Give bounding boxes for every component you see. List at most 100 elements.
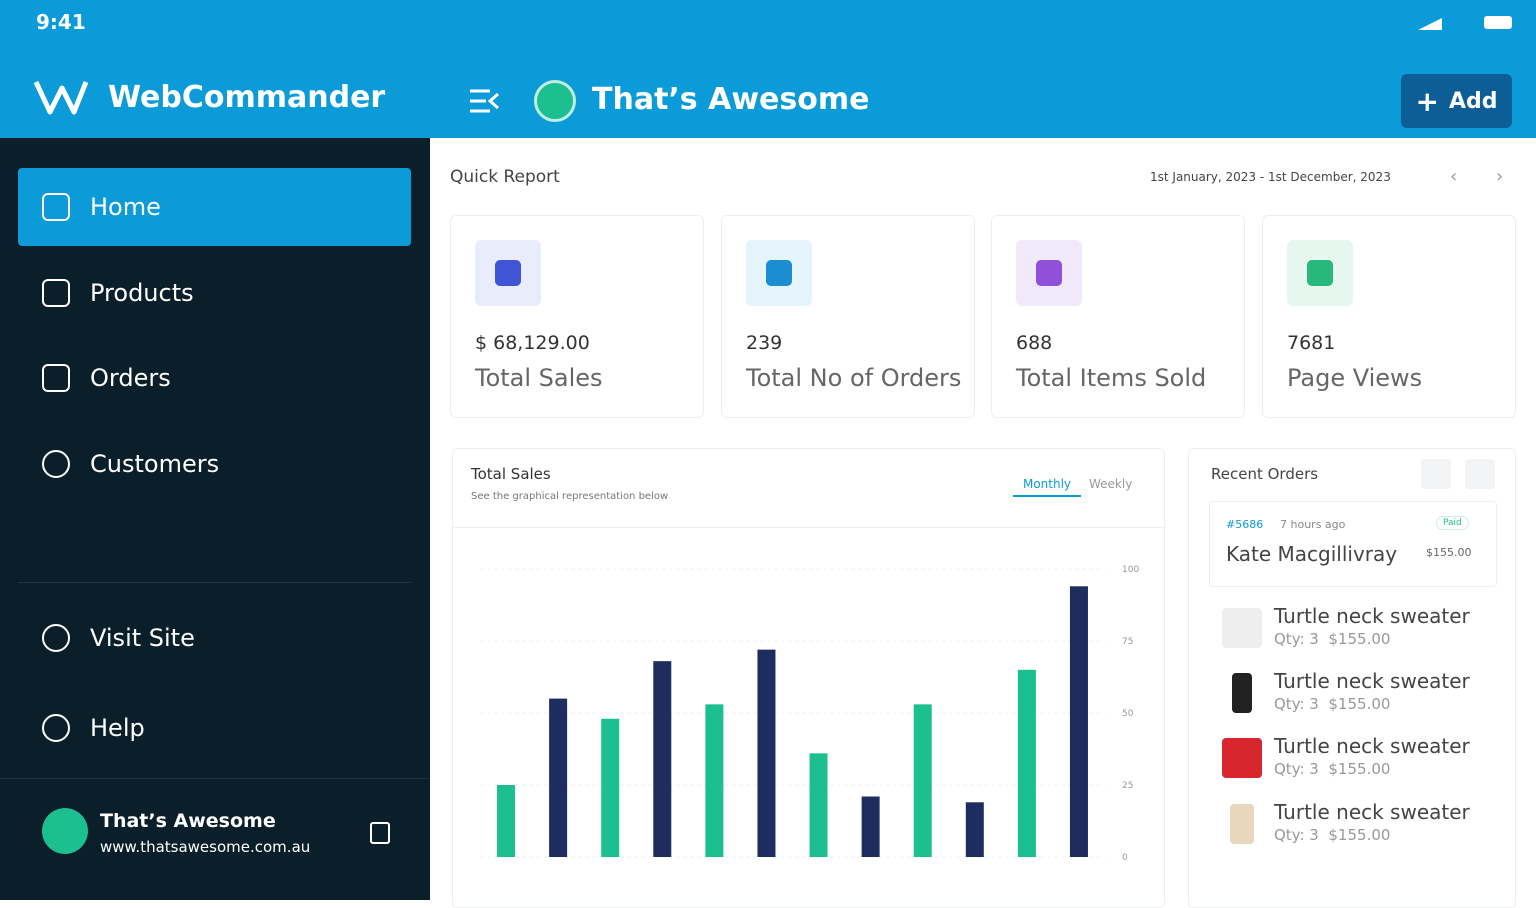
card-value: 7681 bbox=[1287, 332, 1336, 354]
nav-label: Help bbox=[90, 714, 145, 742]
nav-item[interactable]: Customers bbox=[18, 425, 411, 503]
stat-card: 239 Total No of Orders bbox=[721, 215, 975, 418]
order-total: $155.00 bbox=[1426, 546, 1472, 559]
order-item: Turtle neck sweater Qty: 3 $155.00 bbox=[1222, 794, 1492, 854]
prev-button[interactable] bbox=[1421, 459, 1451, 489]
nav-icon bbox=[42, 450, 70, 478]
next-button[interactable] bbox=[1465, 459, 1495, 489]
divider bbox=[453, 527, 1164, 528]
nav-label: Products bbox=[90, 279, 194, 307]
store-avatar bbox=[42, 808, 88, 854]
card-value: 239 bbox=[746, 332, 783, 354]
card-icon bbox=[1016, 240, 1082, 306]
item-qty-text: Qty: 3 bbox=[1274, 695, 1319, 713]
nav-item[interactable]: Orders bbox=[18, 339, 411, 417]
recent-orders-card: Recent Orders #5686 7 hours ago Paid Kat… bbox=[1188, 448, 1516, 908]
card-icon bbox=[475, 240, 541, 306]
status-time: 9:41 bbox=[36, 10, 86, 34]
item-price: $155.00 bbox=[1328, 630, 1391, 648]
plus-icon: + bbox=[1415, 84, 1439, 118]
nav-icon bbox=[42, 624, 70, 652]
y-tick-label: 75 bbox=[1122, 637, 1133, 647]
bar bbox=[1017, 669, 1036, 857]
card-icon bbox=[1287, 240, 1353, 306]
order-item: Turtle neck sweater Qty: 3 $155.00 bbox=[1222, 728, 1492, 788]
item-name: Turtle neck sweater bbox=[1274, 734, 1470, 758]
item-qty-text: Qty: 3 bbox=[1274, 760, 1319, 778]
order-item: Turtle neck sweater Qty: 3 $155.00 bbox=[1222, 598, 1492, 658]
item-price: $155.00 bbox=[1328, 760, 1391, 778]
logout-icon[interactable] bbox=[370, 822, 390, 844]
item-qty-text: Qty: 3 bbox=[1274, 630, 1319, 648]
item-price: $155.00 bbox=[1328, 826, 1391, 844]
bar bbox=[601, 718, 620, 857]
nav-label: Visit Site bbox=[90, 624, 195, 652]
bar bbox=[1069, 586, 1088, 857]
bar bbox=[757, 649, 776, 857]
menu-toggle[interactable] bbox=[468, 88, 500, 114]
customer-name: Kate Macgillivray bbox=[1226, 542, 1398, 566]
order-card[interactable]: #5686 7 hours ago Paid Kate Macgillivray… bbox=[1209, 501, 1497, 587]
item-qty: Qty: 3 $155.00 bbox=[1274, 630, 1390, 648]
item-image bbox=[1230, 804, 1254, 844]
nav-icon bbox=[42, 714, 70, 742]
nav-item[interactable]: Help bbox=[18, 689, 411, 767]
divider bbox=[18, 582, 411, 583]
order-time: 7 hours ago bbox=[1280, 518, 1346, 531]
stat-card: 688 Total Items Sold bbox=[991, 215, 1245, 418]
card-value: 688 bbox=[1016, 332, 1053, 354]
tab[interactable]: Monthly bbox=[1013, 477, 1081, 497]
bar bbox=[913, 704, 932, 857]
item-qty: Qty: 3 $155.00 bbox=[1274, 826, 1390, 844]
sidebar: Home Products Orders Customers Visit Sit… bbox=[0, 138, 430, 900]
nav-item[interactable]: Home bbox=[18, 168, 411, 246]
bar bbox=[497, 785, 516, 857]
bar-chart: 0 25 50 75 100 bbox=[480, 565, 1139, 863]
store-url[interactable]: www.thatsawesome.com.au bbox=[100, 838, 311, 856]
item-image bbox=[1222, 608, 1262, 648]
card-value: $ 68,129.00 bbox=[475, 332, 590, 354]
store-name: That’s Awesome bbox=[100, 810, 276, 832]
card-label: Total No of Orders bbox=[746, 364, 962, 392]
nav-item[interactable]: Products bbox=[18, 254, 411, 332]
y-tick-label: 0 bbox=[1122, 853, 1128, 863]
prev-button[interactable]: ‹ bbox=[1450, 166, 1458, 187]
item-name: Turtle neck sweater bbox=[1274, 669, 1470, 693]
section-title: Quick Report bbox=[450, 167, 560, 187]
y-tick-label: 50 bbox=[1122, 709, 1134, 719]
date-range: 1st January, 2023 - 1st December, 2023 bbox=[1150, 170, 1391, 184]
nav-item[interactable]: Visit Site bbox=[18, 599, 411, 677]
stat-card: $ 68,129.00 Total Sales bbox=[450, 215, 704, 418]
nav-label: Home bbox=[90, 193, 161, 221]
item-image bbox=[1232, 673, 1252, 713]
item-qty-text: Qty: 3 bbox=[1274, 826, 1319, 844]
bar bbox=[861, 796, 880, 857]
store-name: That’s Awesome bbox=[592, 82, 870, 117]
tab[interactable]: Weekly bbox=[1089, 477, 1133, 491]
chart-subtitle: See the graphical representation below bbox=[471, 491, 669, 502]
bar bbox=[653, 661, 672, 857]
card-icon bbox=[746, 240, 812, 306]
section-title: Recent Orders bbox=[1211, 465, 1319, 483]
card-label: Total Items Sold bbox=[1016, 364, 1207, 392]
add-button[interactable]: + Add bbox=[1401, 74, 1512, 128]
item-qty: Qty: 3 $155.00 bbox=[1274, 695, 1390, 713]
add-label: Add bbox=[1448, 88, 1498, 114]
bar bbox=[965, 802, 984, 857]
card-label: Total Sales bbox=[475, 364, 603, 392]
chart-title[interactable]: Total Sales bbox=[471, 465, 551, 483]
brand-logo bbox=[34, 80, 89, 115]
nav-label: Orders bbox=[90, 364, 171, 392]
brand-name: WebCommander bbox=[108, 80, 386, 115]
divider bbox=[0, 778, 430, 779]
nav-icon bbox=[42, 279, 70, 307]
next-button[interactable]: › bbox=[1496, 166, 1504, 187]
item-name: Turtle neck sweater bbox=[1274, 604, 1470, 628]
y-tick-label: 25 bbox=[1122, 781, 1133, 791]
order-id: #5686 bbox=[1226, 518, 1264, 531]
bar bbox=[705, 704, 724, 857]
order-status: Paid bbox=[1436, 516, 1469, 530]
y-tick-label: 100 bbox=[1122, 565, 1139, 575]
nav-icon bbox=[42, 364, 70, 392]
